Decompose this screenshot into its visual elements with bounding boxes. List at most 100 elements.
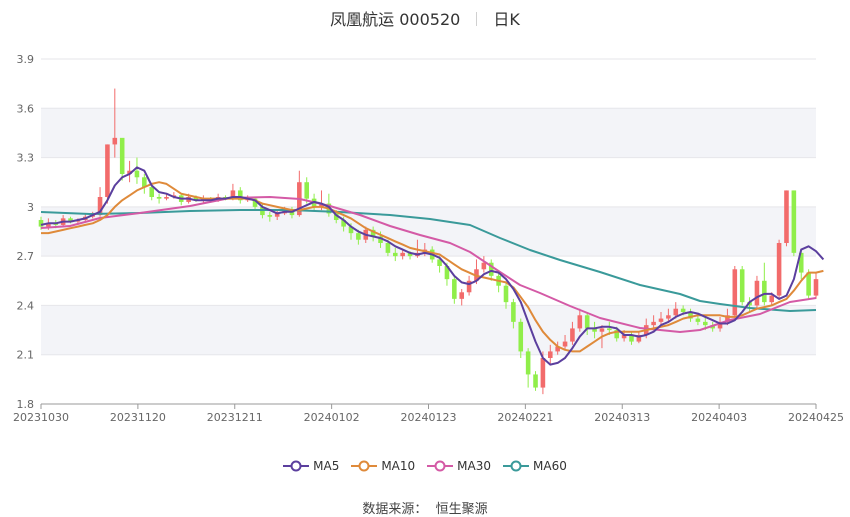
candle-body: [540, 358, 546, 388]
candle-body: [304, 182, 310, 199]
y-tick-label: 3: [27, 201, 34, 214]
x-tick-label: 20240425: [788, 411, 844, 424]
candle-body: [511, 302, 516, 322]
candle-body: [599, 328, 605, 332]
candle-body: [584, 315, 590, 329]
candle-body: [348, 226, 354, 234]
candle-body: [237, 190, 243, 201]
candle-body: [481, 262, 487, 270]
candle-body: [607, 328, 612, 331]
x-tick-label: 20240313: [594, 411, 650, 424]
source-value: 恒生聚源: [435, 502, 488, 517]
candle-body: [459, 292, 465, 299]
candle-body: [134, 170, 140, 178]
candle-body: [570, 328, 575, 342]
candle-body: [614, 330, 620, 339]
candle-body: [592, 328, 597, 332]
ma10-line: [41, 181, 824, 353]
candle-body: [695, 318, 701, 322]
candle-body: [112, 137, 118, 145]
candle-body: [142, 177, 147, 188]
candle-body: [791, 190, 797, 253]
legend-symbol: [503, 460, 530, 472]
candle-body: [356, 233, 361, 240]
candle-body: [267, 215, 273, 217]
candle-body: [629, 335, 634, 342]
y-tick-label: 1.8: [17, 398, 35, 411]
legend-label: MA30: [457, 458, 492, 473]
period-label: 日K: [493, 10, 520, 29]
candle-body: [666, 315, 671, 319]
y-tick-label: 3.6: [17, 102, 35, 115]
chart-legend: MA5 MA10 MA30 MA60: [0, 458, 850, 473]
candle-body: [533, 374, 538, 388]
candle-body: [149, 187, 155, 197]
candle-body: [769, 295, 775, 303]
candle-body: [702, 321, 708, 326]
candlestick-chart: 1.8 2.1 2.4 2.7 3 3.3 3.6 3.9 20231030 20231120 20…: [13, 53, 844, 424]
legend-item-ma30[interactable]: MA30: [427, 459, 491, 473]
candle-body: [370, 229, 376, 237]
candle-body: [518, 321, 524, 352]
x-tick-label: 20240403: [691, 411, 747, 424]
legend-symbol: [351, 460, 378, 472]
candle-body: [378, 236, 383, 243]
candle-body: [658, 318, 664, 322]
candle-body: [230, 190, 236, 199]
legend-item-ma5[interactable]: MA5: [283, 459, 339, 473]
candle-body: [555, 346, 560, 352]
y-tick-label: 2.4: [17, 299, 35, 312]
candle-body: [392, 252, 398, 257]
stock-name-code: 凤凰航运 000520: [330, 10, 461, 29]
candle-body: [274, 213, 280, 217]
candle-body: [119, 137, 125, 174]
candle-body: [776, 243, 782, 296]
legend-label: MA5: [313, 458, 340, 473]
y-tick-label: 3.9: [17, 53, 35, 66]
candle-body: [385, 243, 391, 253]
candle-body: [739, 269, 745, 303]
candle-body: [725, 315, 730, 322]
y-tick-label: 2.7: [17, 250, 35, 263]
y-tick-label: 3.3: [17, 152, 35, 165]
candle-body: [127, 170, 132, 174]
source-label: 数据来源：: [362, 502, 428, 517]
candle-body: [813, 279, 819, 296]
legend-item-ma10[interactable]: MA10: [351, 459, 415, 473]
x-tick-label: 20240102: [304, 411, 360, 424]
candle-body: [400, 252, 405, 257]
candle-body: [503, 285, 509, 303]
ma60-line: [40, 209, 817, 312]
candle-body: [319, 203, 324, 207]
candle-body: [193, 197, 199, 201]
legend-label: MA60: [533, 458, 567, 473]
candle-body: [105, 144, 110, 197]
title-divider: [476, 12, 478, 26]
legend-symbol: [427, 460, 454, 472]
candle-body: [680, 308, 686, 312]
candle-body: [673, 308, 679, 316]
candle-body: [97, 197, 103, 216]
candle-body: [806, 272, 811, 296]
candle-body: [762, 280, 767, 303]
candle-body: [562, 341, 568, 347]
candle-body: [444, 266, 450, 280]
candle-body: [156, 197, 162, 199]
candle-body: [466, 280, 472, 293]
candle-body: [717, 321, 723, 329]
legend-item-ma60[interactable]: MA60: [503, 459, 567, 473]
candle-body: [547, 351, 553, 358]
candle-body: [754, 280, 760, 306]
candle-body: [407, 252, 413, 257]
candle-body: [46, 223, 51, 227]
candle-body: [784, 190, 789, 243]
candle-body: [333, 213, 339, 220]
x-tick-label: 20231030: [13, 411, 69, 424]
x-tick-label: 20231120: [110, 411, 166, 424]
ma30-line: [40, 196, 817, 333]
legend-symbol: [283, 460, 310, 472]
y-tick-label: 2.1: [17, 349, 35, 362]
ma5-line: [40, 166, 825, 366]
candle-body: [164, 197, 169, 199]
chart-title: 凤凰航运 000520 日K: [0, 6, 850, 30]
